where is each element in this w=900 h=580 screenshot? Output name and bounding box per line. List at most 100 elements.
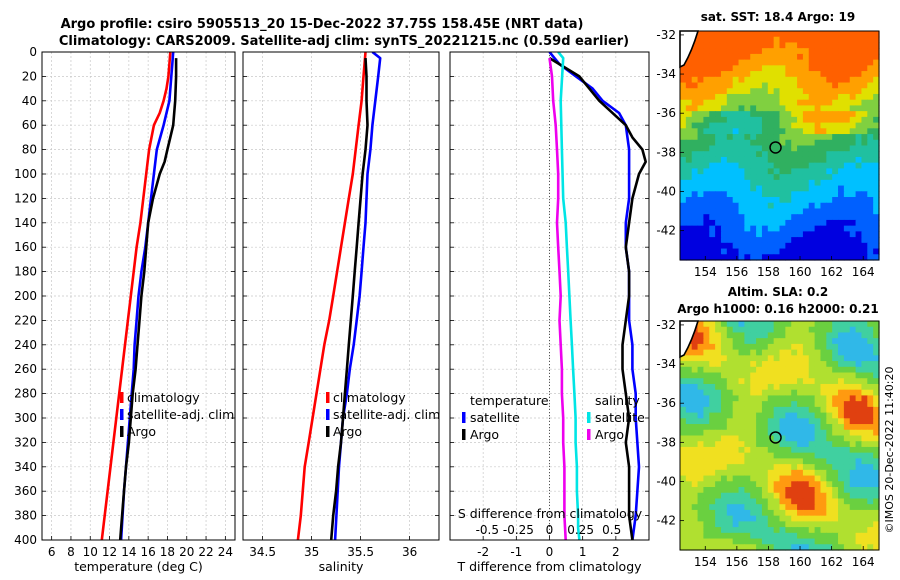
sla-cell: [808, 492, 816, 500]
sst-cell: [685, 59, 693, 66]
sst-cell: [750, 76, 757, 84]
sla-cell: [849, 338, 857, 345]
sst-cell: [797, 208, 804, 215]
sst-cell: [726, 134, 734, 141]
sst-cell: [732, 214, 740, 221]
sst-cell: [691, 116, 699, 124]
sst-cell: [814, 248, 822, 255]
sst-cell: [680, 122, 687, 129]
x-tick-label: 6: [48, 545, 56, 559]
sla-cell: [843, 527, 851, 534]
sla-cell: [826, 469, 833, 477]
sst-cell: [838, 219, 845, 227]
sst-cell: [867, 191, 874, 198]
sst-cell: [849, 122, 857, 129]
sla-cell: [697, 452, 705, 459]
sla-cell: [697, 544, 705, 551]
sla-cell: [808, 481, 816, 488]
sla-cell: [873, 515, 880, 522]
sst-cell: [715, 168, 722, 175]
sst-cell: [697, 179, 705, 187]
sst-cell: [685, 139, 693, 147]
sst-cell: [680, 208, 687, 215]
sla-cell: [838, 361, 845, 368]
sst-cell: [861, 48, 868, 55]
sst-cell: [808, 214, 816, 221]
sst-cell: [861, 197, 868, 204]
sst-cell: [715, 36, 722, 44]
sst-cell: [744, 82, 751, 89]
sla-cell: [843, 372, 851, 379]
y-tick-label: 360: [14, 484, 37, 498]
sla-cell: [808, 435, 816, 442]
sla-cell: [808, 412, 816, 419]
sst-cell: [826, 237, 833, 244]
sla-cell: [715, 406, 722, 414]
sst-cell: [808, 162, 816, 169]
sla-cell: [785, 418, 792, 425]
sst-cell: [738, 59, 745, 66]
sst-cell: [802, 197, 810, 204]
sla-cell: [685, 446, 693, 454]
sla-cell: [773, 361, 781, 368]
sla-cell: [703, 435, 710, 442]
sst-cell: [744, 65, 751, 72]
sla-cell: [838, 441, 845, 448]
sla-cell: [802, 498, 810, 505]
sla-cell: [726, 435, 734, 442]
sla-cell: [802, 446, 810, 454]
sst-cell: [797, 36, 804, 44]
sst-cell: [697, 185, 705, 192]
sst-cell: [797, 248, 804, 255]
sla-cell: [855, 343, 863, 351]
sst-cell: [791, 99, 798, 107]
sla-cell: [838, 504, 845, 511]
sst-cell: [814, 202, 822, 210]
sla-cell: [680, 475, 687, 482]
sla-cell: [738, 395, 745, 402]
sst-cell: [867, 208, 874, 215]
sst-cell: [756, 197, 763, 204]
sst-cell: [691, 179, 699, 187]
sst-cell: [773, 254, 781, 261]
sst-cell: [861, 111, 868, 118]
sla-cell: [838, 395, 845, 402]
sla-cell: [873, 355, 880, 362]
sst-cell: [838, 191, 845, 198]
legend-label: Argo: [470, 427, 499, 442]
sla-cell: [779, 452, 786, 459]
sla-cell: [738, 492, 745, 500]
sst-cell: [738, 237, 745, 244]
sst-cell: [832, 36, 839, 44]
sla-cell: [867, 498, 874, 505]
sla-cell: [808, 498, 816, 505]
sst-cell: [838, 59, 845, 66]
sst-cell: [873, 214, 880, 221]
sst-cell: [703, 116, 710, 124]
sst-cell: [838, 105, 845, 112]
sst-cell: [873, 122, 880, 129]
sst-cell: [791, 139, 798, 147]
sst-cell: [773, 42, 781, 49]
sla-cell: [873, 349, 880, 356]
sst-cell: [779, 93, 786, 101]
sst-cell: [867, 231, 874, 238]
sst-cell: [703, 36, 710, 44]
sst-cell: [779, 134, 786, 141]
sla-cell: [808, 504, 816, 511]
sla-cell: [691, 424, 699, 431]
sla-cell: [832, 389, 839, 397]
sst-cell: [849, 116, 857, 124]
sla-cell: [750, 521, 757, 528]
sst-cell: [685, 191, 693, 198]
sla-cell: [744, 452, 751, 459]
sla-cell: [709, 521, 716, 528]
sst-cell: [767, 197, 775, 204]
sla-cell: [738, 355, 745, 362]
sst-cell: [808, 208, 816, 215]
sla-cell: [838, 372, 845, 379]
sst-cell: [732, 179, 740, 187]
sst-cell: [756, 179, 763, 187]
sla-cell: [826, 321, 833, 328]
sst-cell: [849, 225, 857, 232]
